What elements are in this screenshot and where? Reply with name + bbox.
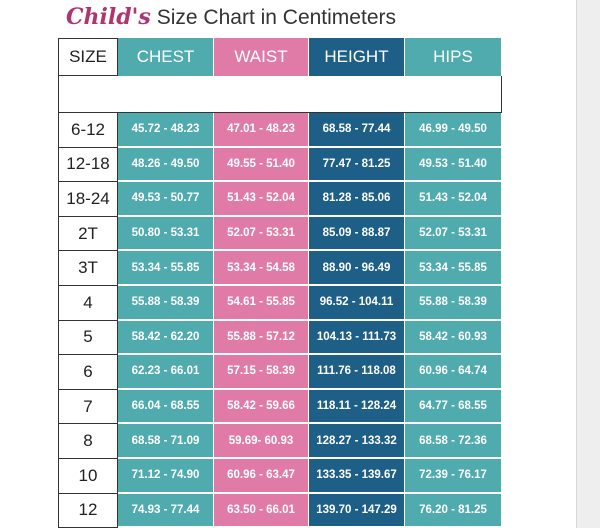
header-cell: HEIGHT bbox=[309, 38, 405, 76]
value-cell: 85.09 - 88.87 bbox=[309, 216, 405, 252]
title: Child's Size Chart in Centimeters bbox=[66, 4, 396, 30]
header-cell: HIPS bbox=[405, 38, 502, 76]
value-cell: 81.28 - 85.06 bbox=[309, 182, 405, 217]
value-cell: 53.34 - 55.85 bbox=[118, 251, 214, 286]
size-cell: 2T bbox=[58, 216, 118, 252]
size-cell: 3T bbox=[58, 251, 118, 286]
value-cell: 76.20 - 81.25 bbox=[405, 493, 502, 528]
value-cell: 53.34 - 54.58 bbox=[214, 251, 309, 286]
value-cell: 48.26 - 49.50 bbox=[118, 147, 214, 183]
value-cell: 53.34 - 55.85 bbox=[405, 251, 502, 286]
value-cell: 62.23 - 66.01 bbox=[118, 355, 214, 390]
value-cell: 139.70 - 147.29 bbox=[309, 493, 405, 528]
value-cell: 54.61 - 55.85 bbox=[214, 286, 309, 321]
value-cell: 64.77 - 68.55 bbox=[405, 389, 502, 425]
header-cell: WAIST bbox=[214, 38, 309, 76]
value-cell: 68.58 - 71.09 bbox=[118, 424, 214, 459]
window-edge bbox=[576, 0, 600, 528]
value-cell: 133.35 - 139.67 bbox=[309, 459, 405, 494]
value-cell: 68.58 - 77.44 bbox=[309, 113, 405, 148]
value-cell: 57.15 - 58.39 bbox=[214, 355, 309, 390]
size-cell: 18-24 bbox=[58, 182, 118, 217]
value-cell: 58.42 - 60.93 bbox=[405, 320, 502, 356]
header-cell: CHEST bbox=[118, 38, 214, 76]
value-cell: 68.58 - 72.36 bbox=[405, 424, 502, 459]
value-cell: 49.53 - 51.40 bbox=[405, 147, 502, 183]
size-cell: 6 bbox=[58, 355, 118, 390]
value-cell: 63.50 - 66.01 bbox=[214, 493, 309, 528]
value-cell: 55.88 - 58.39 bbox=[405, 286, 502, 321]
size-cell: 7 bbox=[58, 389, 118, 425]
value-cell: 59.69- 60.93 bbox=[214, 424, 309, 459]
value-cell: 118.11 - 128.24 bbox=[309, 389, 405, 425]
value-cell: 58.42 - 59.66 bbox=[214, 389, 309, 425]
value-cell: 128.27 - 133.32 bbox=[309, 424, 405, 459]
value-cell: 60.96 - 63.47 bbox=[214, 459, 309, 494]
size-cell: 12-18 bbox=[58, 147, 118, 183]
value-cell: 74.93 - 77.44 bbox=[118, 493, 214, 528]
value-cell: 104.13 - 111.73 bbox=[309, 320, 405, 356]
value-cell: 66.04 - 68.55 bbox=[118, 389, 214, 425]
value-cell: 51.43 - 52.04 bbox=[405, 182, 502, 217]
value-cell: 49.53 - 50.77 bbox=[118, 182, 214, 217]
value-cell: 88.90 - 96.49 bbox=[309, 251, 405, 286]
value-cell: 55.88 - 58.39 bbox=[118, 286, 214, 321]
size-cell: 4 bbox=[58, 286, 118, 321]
size-cell: 12 bbox=[58, 493, 118, 528]
value-cell: 72.39 - 76.17 bbox=[405, 459, 502, 494]
size-cell: 10 bbox=[58, 459, 118, 494]
value-cell: 60.96 - 64.74 bbox=[405, 355, 502, 390]
value-cell: 111.76 - 118.08 bbox=[309, 355, 405, 390]
size-cell: 6-12 bbox=[58, 113, 118, 148]
header-cell: SIZE bbox=[58, 38, 118, 76]
size-cell: 5 bbox=[58, 320, 118, 356]
value-cell: 52.07 - 53.31 bbox=[405, 216, 502, 252]
value-cell: 96.52 - 104.11 bbox=[309, 286, 405, 321]
value-cell: 50.80 - 53.31 bbox=[118, 216, 214, 252]
value-cell: 58.42 - 62.20 bbox=[118, 320, 214, 356]
value-cell: 77.47 - 81.25 bbox=[309, 147, 405, 183]
value-cell: 45.72 - 48.23 bbox=[118, 113, 214, 148]
title-main: Size Chart in Centimeters bbox=[156, 6, 396, 29]
title-script: Child's bbox=[66, 4, 151, 30]
value-cell: 51.43 - 52.04 bbox=[214, 182, 309, 217]
blank-row bbox=[58, 76, 502, 113]
value-cell: 46.99 - 49.50 bbox=[405, 113, 502, 148]
value-cell: 47.01 - 48.23 bbox=[214, 113, 309, 148]
value-cell: 71.12 - 74.90 bbox=[118, 459, 214, 494]
value-cell: 49.55 - 51.40 bbox=[214, 147, 309, 183]
value-cell: 52.07 - 53.31 bbox=[214, 216, 309, 252]
value-cell: 55.88 - 57.12 bbox=[214, 320, 309, 356]
size-cell: 8 bbox=[58, 424, 118, 459]
